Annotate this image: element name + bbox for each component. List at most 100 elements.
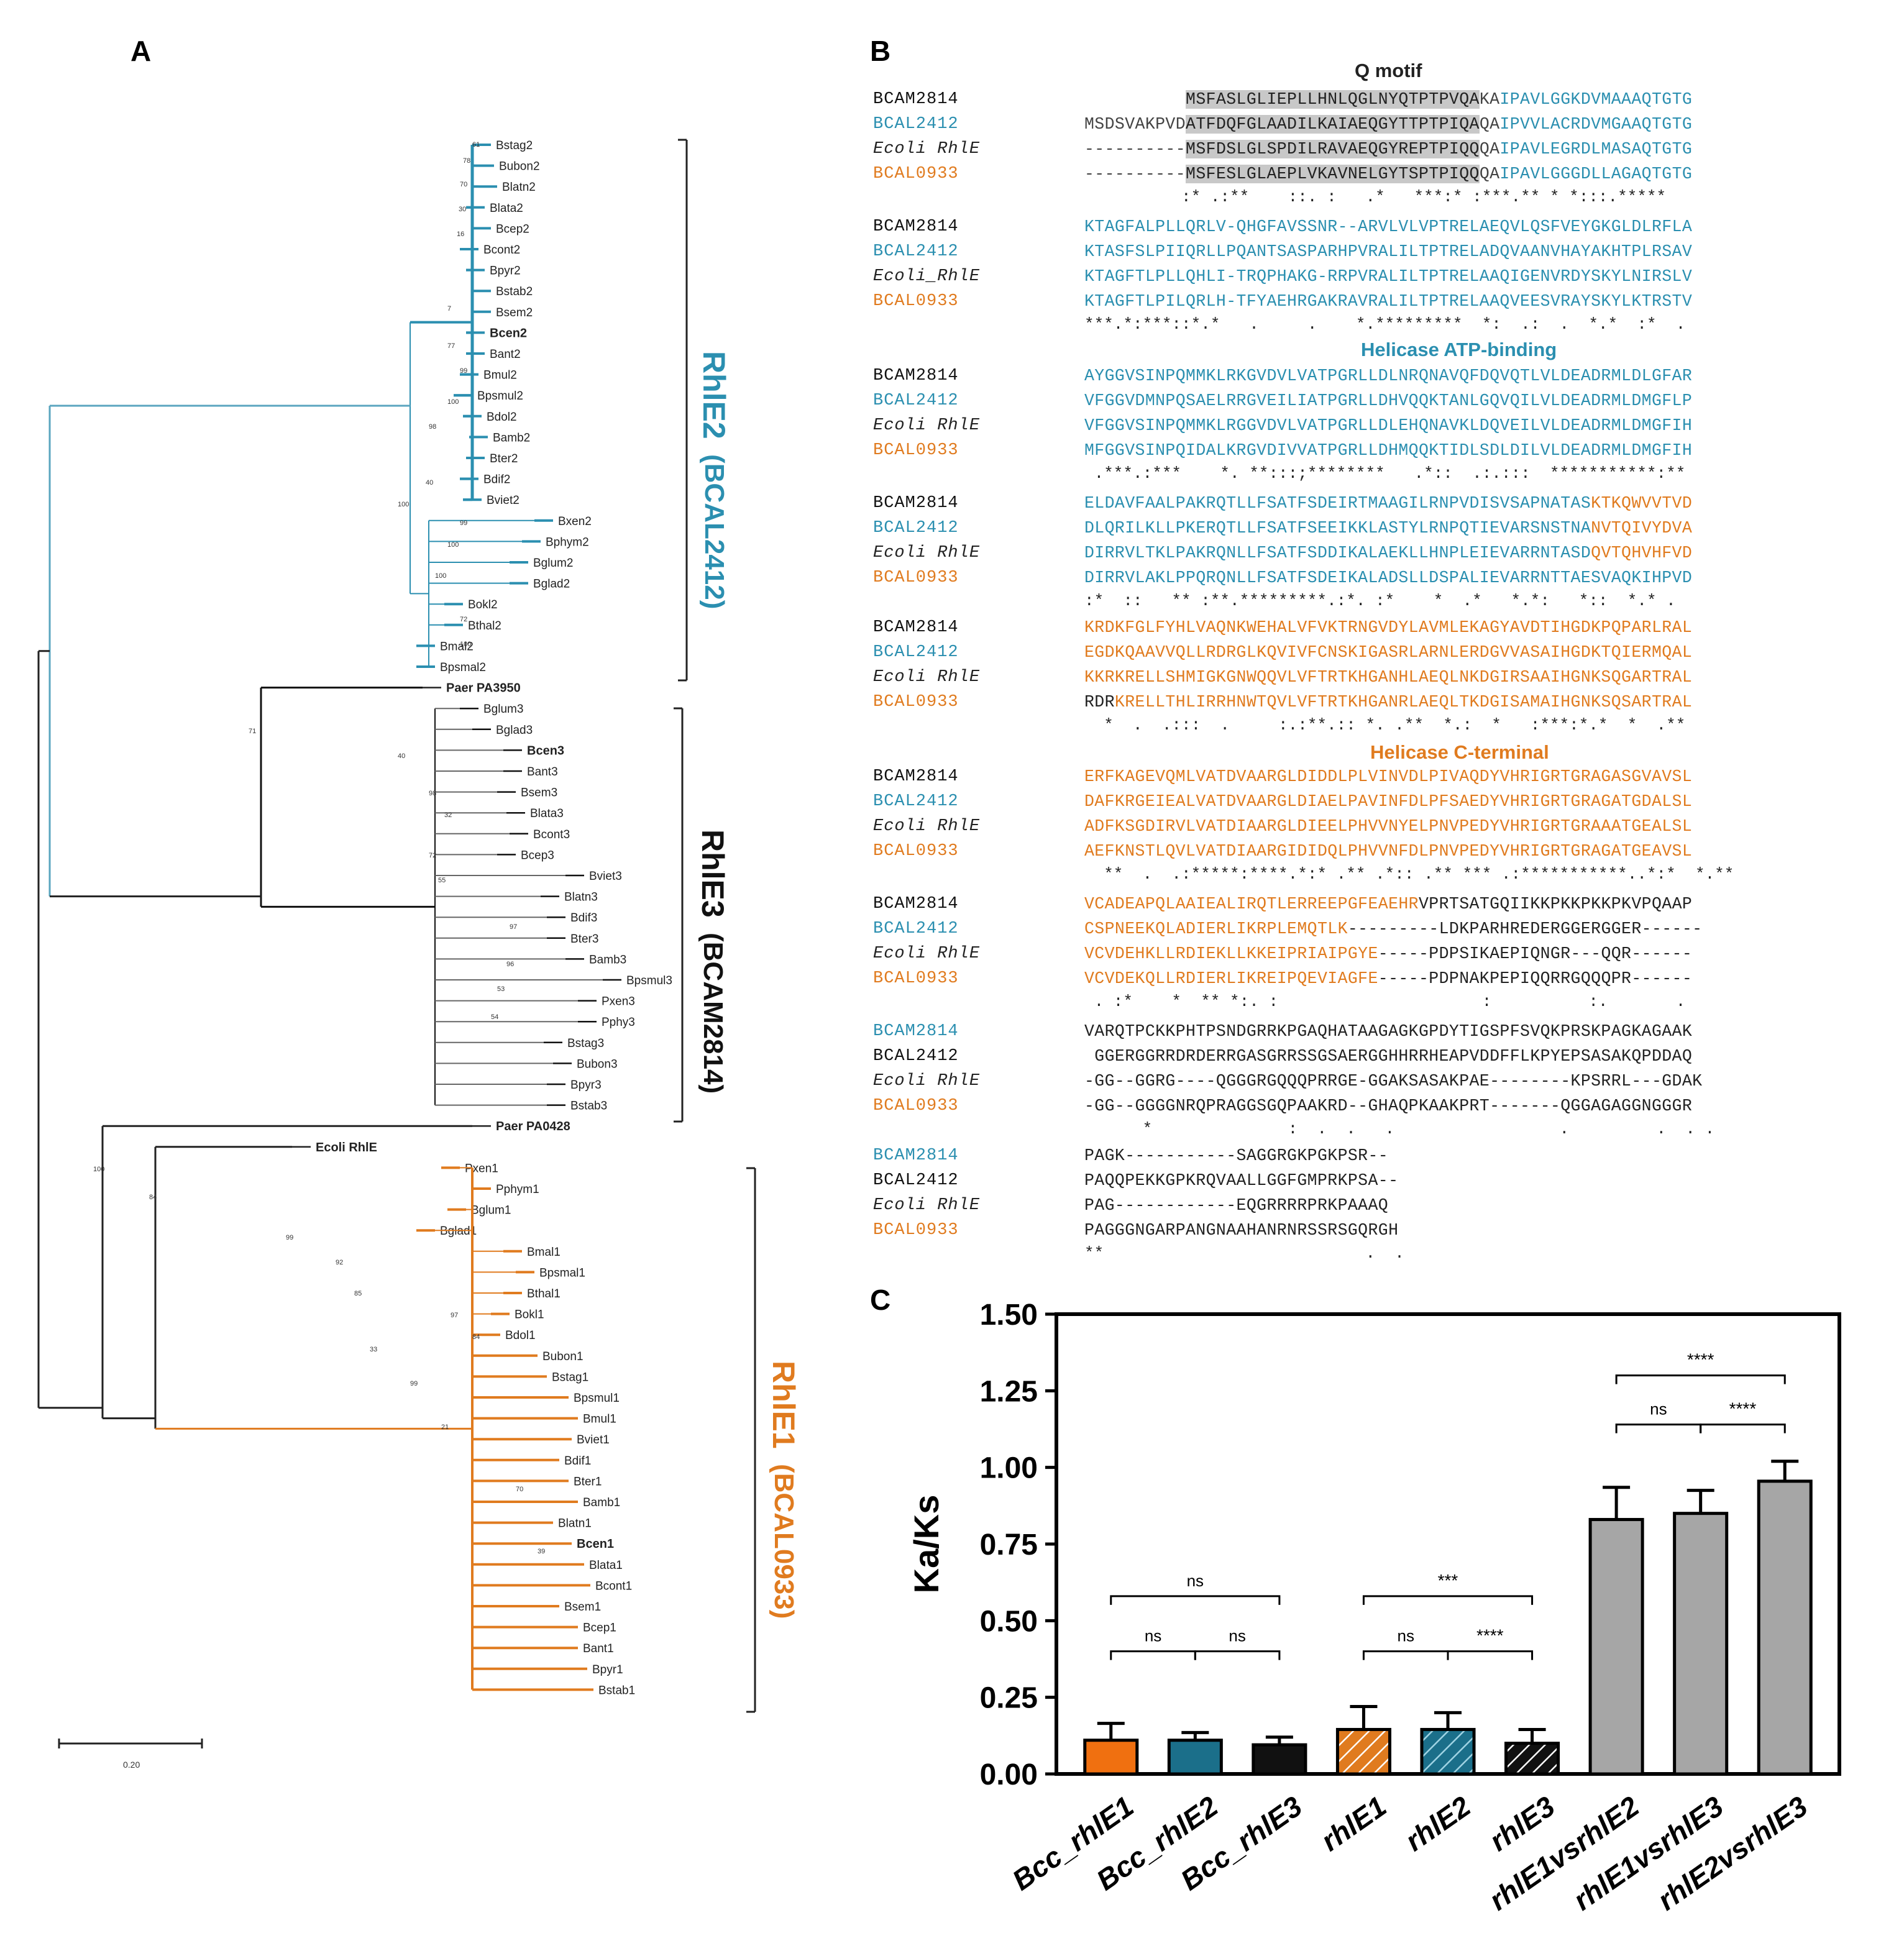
sequence-segment: AEFKNSTLQVLVATDIAARGIDIDQLPHVVNFDLPNVPED… (1084, 842, 1693, 861)
conservation-line: .***.:*** *. **:::;******** .*:: .:.::: … (1084, 464, 1686, 483)
tree-leaf-label: Blata1 (589, 1559, 623, 1572)
alignment-row: BCAL0933 RDRKRELLTHLIRRHNWTQVLVFTRTKHGANR… (873, 690, 1692, 715)
bootstrap-value: 100 (93, 1166, 104, 1173)
bar (1167, 1739, 1223, 1776)
sequence-residues: DLQRILKLLPKERQTLLFSATFSEEIKKLASTYLRNPQTI… (1084, 519, 1692, 537)
y-tick-label: 0.00 (980, 1758, 1038, 1791)
bootstrap-value: 21 (441, 1424, 449, 1431)
y-tick-label: 1.00 (980, 1452, 1038, 1485)
bootstrap-value: 96 (506, 961, 514, 968)
alignment-row: BCAL2412 DLQRILKLLPKERQTLLFSATFSEEIKKLAST… (873, 516, 1692, 541)
sequence-segment: KTAGFTLPILQRLH-TFYAEHRGAKRAVRALILTPTRELA… (1084, 292, 1693, 311)
sequence-segment: DAFKRGEIEALVATDVAARGLDIAELPAVINFDLPFSAED… (1084, 792, 1693, 811)
sequence-name: BCAM2814 (873, 767, 959, 786)
bootstrap-value: 70 (460, 181, 467, 188)
bootstrap-value: 84 (149, 1194, 157, 1201)
significance-label: ns (1187, 1571, 1204, 1590)
bootstrap-value: 55 (438, 877, 446, 884)
bootstrap-value: 33 (370, 1346, 377, 1353)
tree-leaf-label: Blatn3 (564, 891, 598, 904)
sequence-segment: EGDKQAAVVQLLRDRGLKQVIVFCNSKIGASRLARNLERD… (1084, 643, 1693, 662)
significance-label: ns (1145, 1627, 1161, 1645)
sequence-segment: MFGGVSINPQIDALKRGVDIVVATPGRLLDHMQQKTIDLS… (1084, 441, 1693, 460)
bar (1083, 1739, 1139, 1776)
alignment-row: BCAL0933 AEFKNSTLQVLVATDIAARGIDIDQLPHVVNF… (873, 839, 1692, 864)
tree-leaf-label: Blatn2 (502, 181, 536, 194)
bootstrap-value: 98 (429, 790, 436, 797)
bootstrap-value: 40 (398, 752, 405, 760)
bootstrap-value: 99 (410, 1380, 418, 1387)
tree-leaf-label: Bter3 (570, 933, 598, 946)
sequence-name: Ecoli RhlE (873, 140, 981, 158)
panel-letter-c: C (870, 1284, 891, 1316)
y-tick-label: 0.25 (980, 1682, 1038, 1715)
alignment-row: BCAM2814 PAGK-----------SAGGRGKPGKPSR-- (873, 1143, 1388, 1168)
sequence-segment: IPAVLEGRDLMASAQTGTG (1499, 140, 1693, 158)
tree-leaf-label: Bcen1 (577, 1537, 614, 1551)
clade-name-rhle3: RhlE3 (695, 829, 730, 918)
bar (1673, 1512, 1729, 1776)
bootstrap-value: 100 (447, 541, 459, 549)
alignment-row: BCAL2412 CSPNEEKQLADIERLIKRPLEMQTLK------… (873, 916, 1702, 941)
alignment-row: BCAL0933 KTAGFTLPILQRLH-TFYAEHRGAKRAVRALI… (873, 289, 1692, 314)
alignment-row: BCAL0933 DIRRVLAKLPPQRQNLLFSATFSDEIKALADS… (873, 565, 1692, 590)
sequence-segment: NVTQIVYDVA (1591, 519, 1693, 537)
sequence-name: BCAL0933 (873, 165, 959, 183)
sequence-name: BCAL2412 (873, 1047, 959, 1066)
sequence-segment: KKRKRELLSHMIGKGNWQQVLVFTRTKHGANHLAEQLNKD… (1084, 668, 1693, 687)
sequence-name: BCAL0933 (873, 842, 959, 861)
alignment-row: BCAL0933 ----------MSFESLGLAEPLVKAVNELGYT… (873, 162, 1692, 186)
conservation-line: :* .:** ::. : .* ***:* :***.** * *:::.**… (1084, 188, 1667, 206)
tree-leaf-label: Bant1 (583, 1642, 614, 1655)
sequence-segment: ---------- (1084, 140, 1186, 158)
tree-leaf-label: Bpyr1 (592, 1663, 623, 1676)
clade-label-rhle2: RhlE2 (BCAL2412) (696, 351, 732, 610)
tree-leaf-label: Bstab1 (598, 1684, 635, 1697)
significance-label: **** (1476, 1626, 1504, 1645)
significance-bracket (1362, 1595, 1534, 1605)
sequence-segment: GGERGGRRDRDERRGASGRRSSGSAERGGHHRRHEAPVDD… (1084, 1047, 1693, 1066)
tree-leaf-label: Bsem3 (521, 787, 557, 800)
sequence-name: BCAL0933 (873, 1097, 959, 1115)
tree-leaf-label: Bglum3 (483, 703, 523, 716)
sequence-segment: KTASFSLPIIQRLLPQANTSASPARHPVRALILTPTRELA… (1084, 242, 1693, 261)
sequence-segment: IPAVLGGKDVMAAAQTGTG (1499, 90, 1693, 109)
domain-title-atp-binding: Helicase ATP-binding (1361, 339, 1557, 360)
conservation-line: * . .::: . :.:**.:: *. .** *.: * :***:*.… (1084, 716, 1686, 734)
tree-leaf-label: Pxen1 (465, 1162, 498, 1175)
sequence-segment: MSDSVAKPVD (1084, 115, 1186, 134)
significance-label: **** (1729, 1399, 1757, 1419)
bar (1588, 1518, 1644, 1776)
bootstrap-value: 100 (460, 641, 471, 648)
bootstrap-value: 72 (460, 616, 467, 623)
sequence-residues: EGDKQAAVVQLLRDRGLKQVIVFCNSKIGASRLARNLERD… (1084, 643, 1692, 662)
alignment-row: BCAL2412 PAQQPEKKGPKRQVAALLGGFGMPRKPSA-- (873, 1168, 1398, 1193)
tree-leaf-label: Bglad2 (533, 578, 570, 591)
scale-bar-label: 0.20 (123, 1760, 140, 1770)
alignment-row: Ecoli_RhlE KTAGFTLPLLQHLI-TRQPHAKG-RRPVRA… (873, 264, 1692, 289)
sequence-name: Ecoli RhlE (873, 1196, 981, 1215)
tree-leaf-label: Bokl1 (515, 1309, 544, 1322)
bootstrap-value: 16 (457, 231, 464, 238)
sequence-residues: KTAGFTLPLLQHLI-TRQPHAKG-RRPVRALILTPTRELA… (1084, 267, 1692, 286)
bootstrap-value: 30 (459, 206, 466, 213)
sequence-residues: VCADEAPQLAAIEALIRQTLERREEPGFEAEHRVPRTSAT… (1084, 895, 1692, 913)
tree-leaf-label: Bokl2 (468, 598, 498, 611)
tree-leaf-label: Bpsmal2 (440, 661, 486, 674)
sequence-segment: IPAVLGGGDLLAGAQTGTG (1499, 165, 1693, 183)
sequence-segment: KTKQWVVTVD (1591, 494, 1693, 513)
tree-leaf-label: Bpsmul1 (574, 1392, 620, 1405)
tree-leaf-label: Bamb3 (589, 953, 626, 966)
panel-letter-a: A (130, 35, 152, 67)
phylogenetic-tree: Bstag2 Bubon2 Blatn2 Blata2 Bcep2 Bcont2 Bpyr2… (37, 139, 756, 1770)
sequence-residues: AYGGVSINPQMMKLRKGVDVLVATPGRLLDLNRQNAVQFD… (1084, 367, 1692, 385)
sequence-residues: AEFKNSTLQVLVATDIAARGIDIDQLPHVVNFDLPNVPED… (1084, 842, 1692, 861)
bar (1335, 1727, 1391, 1776)
tree-leaf-label: Bmul2 (483, 369, 517, 382)
sequence-segment: -----PDPNAKPEPIQQRRGQQQPR------ (1378, 969, 1693, 988)
tree-leaf-label: Bubon3 (577, 1058, 618, 1071)
sequence-segment: MSFDSLGLSPDILRAVAEQGYREPTPIQQ (1186, 140, 1480, 158)
sequence-name: BCAL2412 (873, 242, 959, 261)
bootstrap-value: 39 (538, 1548, 545, 1555)
sequence-segment: CSPNEEKQLADIERLIKRPLEMQTLK (1084, 920, 1348, 938)
